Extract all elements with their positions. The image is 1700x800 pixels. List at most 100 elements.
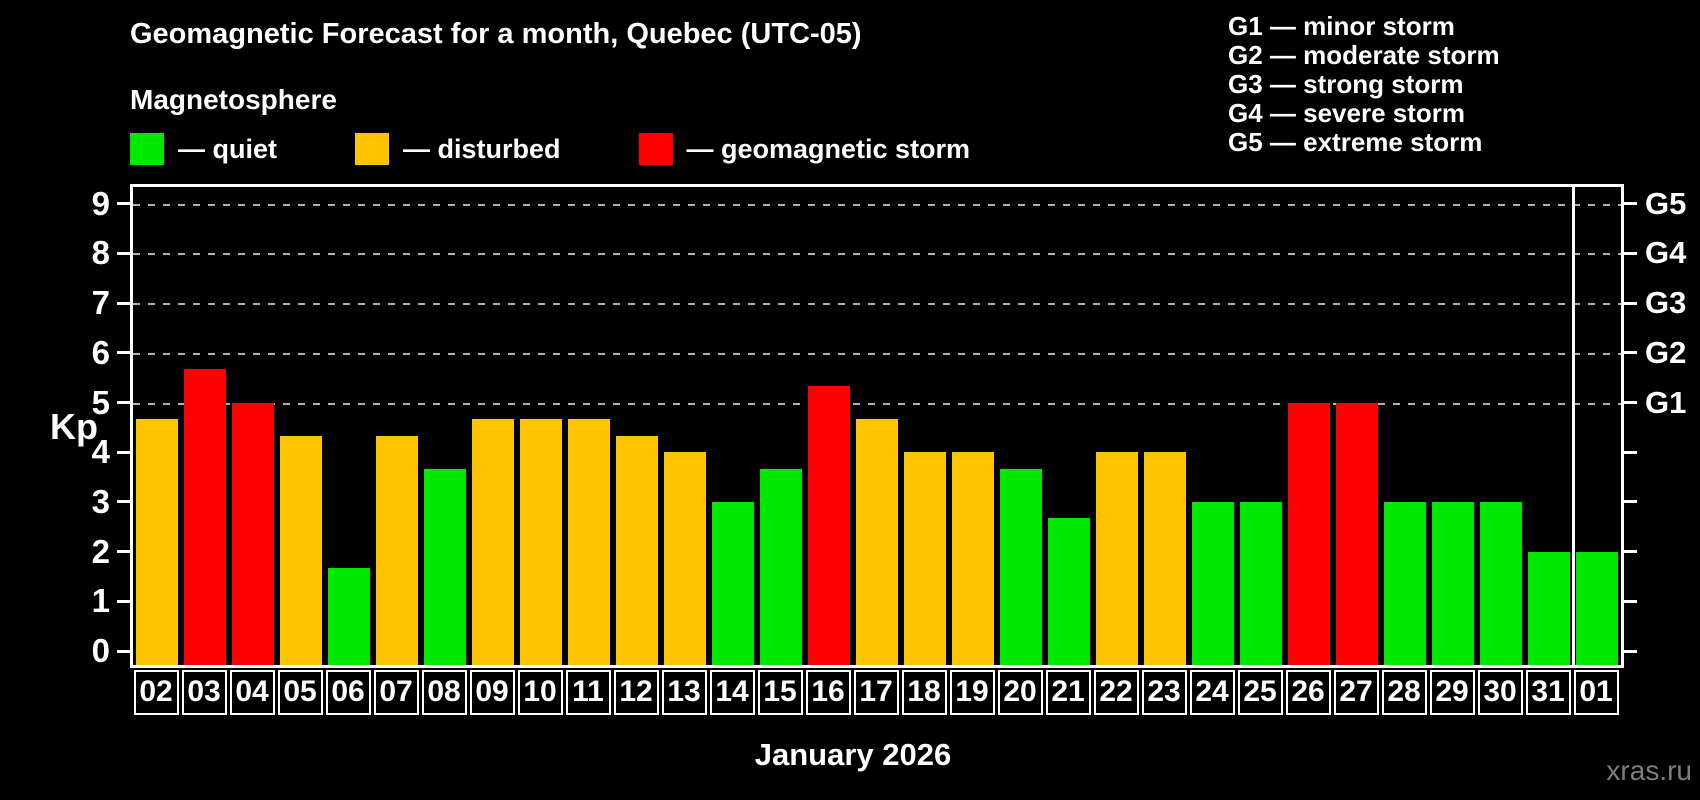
chart-subtitle: Magnetosphere (130, 84, 337, 115)
legend-label-disturbed: — disturbed (403, 133, 561, 164)
bar-day-02 (136, 418, 178, 665)
left-tick-kp1 (117, 599, 130, 603)
bar-day-07 (376, 435, 418, 665)
storm-scale-line-g4: G4 — severe storm (1228, 98, 1466, 128)
storm-color-swatch-icon (638, 133, 673, 165)
bar-day-17 (856, 418, 898, 665)
bar-day-21 (1048, 518, 1090, 665)
date-cell-02: 02 (133, 670, 179, 715)
y-tick-label-5: 5 (91, 383, 110, 421)
right-tick-kp2 (1624, 550, 1637, 554)
storm-scale-line-g1: G1 — minor storm (1228, 11, 1455, 41)
bar-day-10 (520, 418, 562, 665)
left-tick-kp9 (117, 202, 130, 206)
date-cell-10: 10 (517, 670, 563, 715)
bar-day-27 (1336, 402, 1378, 665)
bar-day-14 (712, 501, 754, 665)
bar-day-25 (1240, 501, 1282, 665)
bar-day-20 (1000, 468, 1042, 665)
gridline-kp8 (133, 253, 1621, 256)
right-axis-label-g1: G1 (1645, 384, 1687, 420)
date-cell-06: 06 (325, 670, 371, 715)
bar-day-24 (1192, 501, 1234, 665)
date-cell-12: 12 (613, 670, 659, 715)
left-tick-kp8 (117, 251, 130, 255)
gridline-kp9 (133, 203, 1621, 206)
left-tick-kp3 (117, 500, 130, 504)
date-cell-22: 22 (1093, 670, 1139, 715)
bar-day-31 (1528, 551, 1570, 665)
y-tick-label-0: 0 (91, 632, 110, 669)
right-tick-kp9 (1624, 202, 1637, 206)
left-tick-kp5 (117, 401, 130, 404)
date-cell-08: 08 (421, 670, 467, 715)
date-cell-18: 18 (901, 670, 947, 715)
right-axis-label-g2: G2 (1645, 334, 1687, 370)
date-cell-03: 03 (181, 670, 227, 715)
legend-label-storm: — geomagnetic storm (686, 133, 971, 164)
bar-day-26 (1288, 402, 1330, 665)
right-tick-kp7 (1624, 301, 1637, 305)
date-cell-13: 13 (661, 670, 707, 715)
y-tick-label-6: 6 (91, 333, 110, 371)
status-legend: — quiet — disturbed — geomagnetic storm (130, 133, 970, 165)
month-divider-line (1571, 187, 1575, 665)
bar-day-19 (952, 452, 994, 665)
right-tick-kp4 (1624, 450, 1637, 454)
bar-day-29 (1432, 501, 1474, 665)
y-tick-label-9: 9 (91, 184, 110, 222)
gridline-kp7 (133, 303, 1621, 306)
storm-scale-line-g3: G3 — strong storm (1228, 69, 1464, 99)
date-cell-24: 24 (1189, 670, 1235, 715)
date-cell-17: 17 (853, 670, 899, 715)
y-tick-label-1: 1 (91, 582, 110, 620)
date-cell-19: 19 (949, 670, 995, 715)
legend-item-storm: — geomagnetic storm (638, 133, 971, 165)
right-tick-kp6 (1624, 351, 1637, 355)
disturbed-color-swatch-icon (355, 133, 389, 165)
right-axis-label-g3: G3 (1645, 285, 1687, 321)
right-tick-kp8 (1624, 251, 1637, 255)
date-cell-25: 25 (1237, 670, 1283, 715)
bar-day-03 (184, 369, 226, 665)
gridline-kp5 (133, 402, 1621, 405)
y-tick-label-4: 4 (91, 433, 110, 471)
date-cell-26: 26 (1285, 670, 1331, 715)
plot-area (130, 184, 1624, 668)
right-axis-label-g4: G4 (1645, 235, 1687, 271)
y-tick-label-8: 8 (91, 234, 110, 272)
date-cell-09: 09 (469, 670, 515, 715)
bar-day-01 (1576, 551, 1618, 665)
bar-day-30 (1480, 501, 1522, 665)
date-cell-21: 21 (1045, 670, 1091, 715)
date-cell-27: 27 (1333, 670, 1379, 715)
bar-day-12 (616, 435, 658, 665)
storm-scale-legend: G1 — minor storm G2 — moderate storm G3 — … (1228, 12, 1500, 157)
date-cell-16: 16 (805, 670, 851, 715)
date-cell-28: 28 (1381, 670, 1427, 715)
date-cell-23: 23 (1141, 670, 1187, 715)
date-cell-05: 05 (277, 670, 323, 715)
date-cell-07: 07 (373, 670, 419, 715)
bar-day-16 (808, 386, 850, 665)
storm-scale-line-g2: G2 — moderate storm (1228, 40, 1500, 70)
bar-day-06 (328, 568, 370, 665)
right-axis-label-g5: G5 (1645, 185, 1687, 221)
quiet-color-swatch-icon (130, 133, 164, 165)
legend-label-quiet: — quiet (178, 133, 277, 164)
watermark: xras.ru (1606, 755, 1692, 786)
legend-item-quiet: — quiet (130, 133, 277, 165)
bar-day-13 (664, 452, 706, 665)
date-cell-31: 31 (1525, 670, 1571, 715)
left-tick-kp6 (117, 351, 130, 355)
left-tick-kp4 (117, 450, 130, 454)
date-cell-14: 14 (709, 670, 755, 715)
date-cell-04: 04 (229, 670, 275, 715)
gridline-kp6 (133, 352, 1621, 355)
bar-day-11 (568, 418, 610, 665)
right-tick-kp0 (1624, 649, 1637, 653)
bar-day-08 (424, 468, 466, 665)
storm-scale-line-g5: G5 — extreme storm (1228, 127, 1483, 157)
right-tick-kp3 (1624, 500, 1637, 504)
